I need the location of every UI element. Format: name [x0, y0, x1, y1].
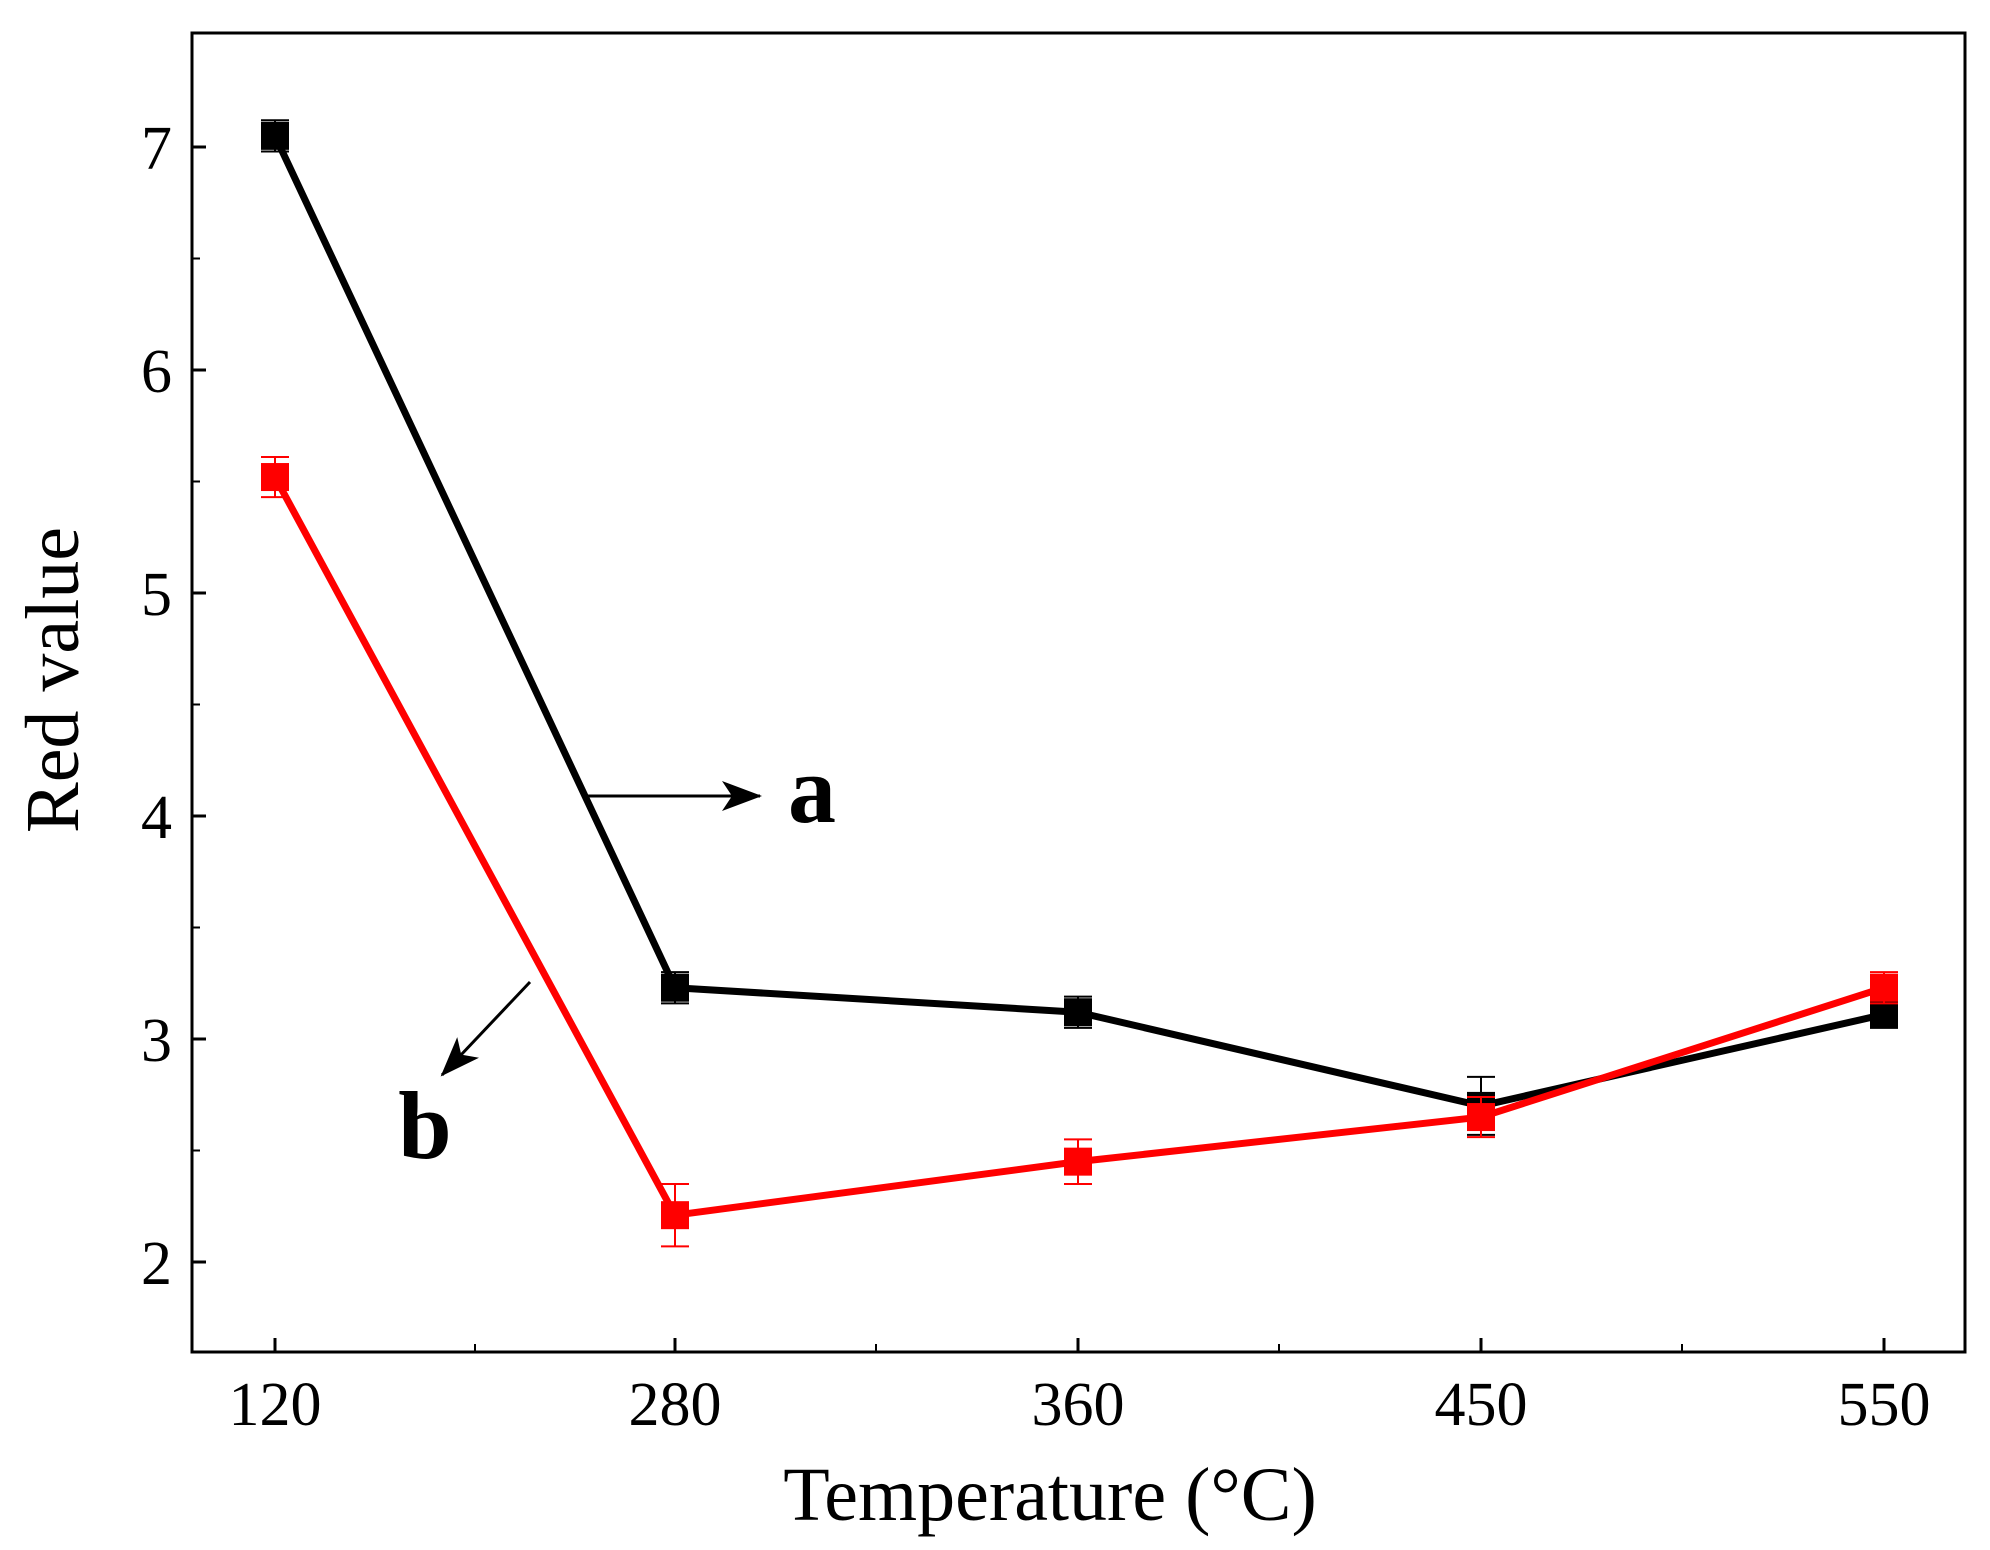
y-tick-label: 7: [141, 115, 172, 183]
annotation-b: b: [398, 1072, 451, 1179]
data-point-a: [261, 121, 289, 150]
data-point-b: [1467, 1103, 1495, 1132]
data-point-b: [1870, 973, 1898, 1002]
x-tick-label: 280: [629, 1371, 722, 1439]
data-point-a: [1870, 1000, 1898, 1029]
x-axis-title: Temperature (°C): [783, 1453, 1317, 1537]
series-line-b: [271, 475, 1886, 1219]
series-b: [261, 455, 1898, 1248]
data-point-b: [661, 1201, 689, 1230]
y-tick-label: 4: [141, 784, 172, 852]
y-tick-label: 6: [141, 338, 172, 406]
data-point-b: [1064, 1147, 1092, 1176]
x-tick-label: 450: [1435, 1371, 1528, 1439]
data-point-b: [261, 463, 289, 492]
series-a: [261, 119, 1898, 1136]
y-tick-label: 3: [141, 1007, 172, 1075]
data-point-a: [661, 973, 689, 1002]
y-tick-label: 2: [141, 1230, 172, 1298]
x-tick-label: 120: [229, 1371, 322, 1439]
series-line-a: [271, 134, 1885, 1110]
arrow-b: [440, 980, 532, 1077]
data-point-a: [1064, 998, 1092, 1027]
y-axis-title: Red value: [11, 527, 95, 833]
y-tick-label: 5: [141, 561, 172, 629]
x-tick-label: 360: [1032, 1371, 1125, 1439]
x-tick-label: 550: [1838, 1371, 1931, 1439]
annotation-a: a: [788, 736, 836, 843]
